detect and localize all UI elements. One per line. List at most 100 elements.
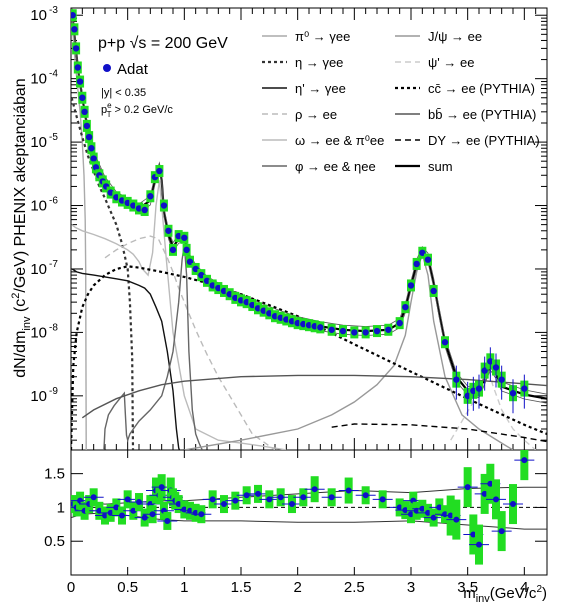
ratio-point <box>175 501 182 508</box>
data-point <box>260 307 267 314</box>
ratio-point <box>136 499 142 506</box>
y-tick-label: 10 <box>30 388 47 405</box>
data-point <box>351 329 358 336</box>
data-point <box>294 319 301 327</box>
x-tick-label: 3 <box>407 579 415 596</box>
data-legend-marker <box>103 64 111 72</box>
data-point <box>424 256 432 263</box>
ratio-point <box>447 512 454 519</box>
ratio-point <box>510 501 516 508</box>
x-tick-label: 1 <box>180 579 188 596</box>
y-tick-exponent: -6 <box>49 196 58 207</box>
ratio-point <box>198 511 205 518</box>
data-point <box>71 12 76 19</box>
ratio-y-tick-label: 0.5 <box>44 533 65 550</box>
data-point <box>487 358 494 365</box>
ratio-point <box>96 507 103 514</box>
data-point <box>492 364 500 371</box>
data-point <box>402 303 409 311</box>
curve-bb-ee-pythia- <box>81 374 547 419</box>
curve-j-ee <box>184 251 514 450</box>
ratio-point <box>345 487 352 494</box>
data-point <box>81 108 88 116</box>
legend-entry: J/ψ → ee <box>428 29 482 44</box>
ratio-point <box>90 494 97 501</box>
y-tick-exponent: -3 <box>49 5 58 16</box>
data-point <box>373 327 381 335</box>
x-tick-label: 4 <box>520 579 528 596</box>
curve--ee-ee <box>103 244 204 450</box>
data-point <box>430 287 437 295</box>
data-point <box>396 319 403 327</box>
data-point <box>413 260 420 268</box>
ratio-point <box>453 516 460 523</box>
data-point <box>226 291 233 298</box>
ratio-point <box>470 531 477 538</box>
ratio-point <box>113 504 120 511</box>
data-point <box>220 287 228 295</box>
x-tick-label: 1.5 <box>231 579 252 596</box>
data-point <box>266 310 273 317</box>
data-point <box>165 227 172 234</box>
legend-entry: π⁰ → γee <box>295 29 350 44</box>
data-point <box>300 320 307 328</box>
data-point <box>113 194 120 201</box>
ratio-point <box>141 514 148 521</box>
legend-entry: ψ' → ee <box>428 55 474 70</box>
ratio-point <box>481 490 488 497</box>
data-point <box>481 367 488 374</box>
data-point <box>79 94 86 101</box>
data-point <box>90 155 97 162</box>
ratio-point <box>124 496 131 503</box>
ratio-y-tick-label: 1 <box>57 499 65 516</box>
curve--ee <box>71 268 181 450</box>
data-point <box>509 390 517 397</box>
data-legend-label: Adat <box>117 61 149 78</box>
ratio-point <box>425 509 431 516</box>
curve-cc-ee-pythia- <box>71 265 547 450</box>
data-point <box>124 199 131 207</box>
data-point <box>88 145 95 152</box>
ratio-point <box>487 480 494 487</box>
data-point <box>147 193 154 200</box>
x-tick-label: 0.5 <box>117 579 138 596</box>
data-point <box>288 318 296 325</box>
data-point <box>453 376 460 383</box>
ratio-point <box>158 484 165 491</box>
data-point <box>237 297 245 304</box>
ratio-point <box>328 494 335 501</box>
ratio-point <box>493 496 499 503</box>
data-point <box>156 167 163 175</box>
ratio-point <box>521 457 528 464</box>
ratio-point <box>149 511 156 518</box>
ratio-point <box>187 507 193 514</box>
data-point <box>192 265 199 273</box>
data-point <box>419 249 426 256</box>
ratio-point <box>402 507 409 514</box>
ratio-point <box>119 512 125 519</box>
ratio-point <box>164 517 171 524</box>
data-point <box>470 387 477 395</box>
curve--ee <box>71 97 135 450</box>
legend-entry: sum <box>428 159 453 174</box>
data-point <box>181 234 188 241</box>
data-point <box>232 294 239 302</box>
ratio-point <box>243 492 250 499</box>
y-tick-label: 10 <box>30 71 47 88</box>
legend: π⁰ → γee η → γee η' → γee ρ → ee ω → ee & π⁰… <box>262 29 540 174</box>
x-tick-label: 0 <box>67 579 75 596</box>
ratio-y-tick-label: 1.5 <box>44 466 65 483</box>
data-point <box>475 385 483 392</box>
data-point <box>305 321 313 329</box>
y-tick-exponent: -9 <box>49 386 58 397</box>
data-point <box>249 301 256 309</box>
data-point <box>498 376 505 383</box>
legend-entry: ω → ee & π⁰ee <box>295 133 384 148</box>
ratio-point <box>255 490 261 497</box>
system-label: p+p √s = 200 GeV <box>98 35 228 52</box>
legend-entry: cc̄ → ee (PYTHIA) <box>428 81 535 96</box>
ratio-point <box>232 497 239 504</box>
ratio-point <box>311 486 318 493</box>
ratio-point <box>430 514 437 521</box>
